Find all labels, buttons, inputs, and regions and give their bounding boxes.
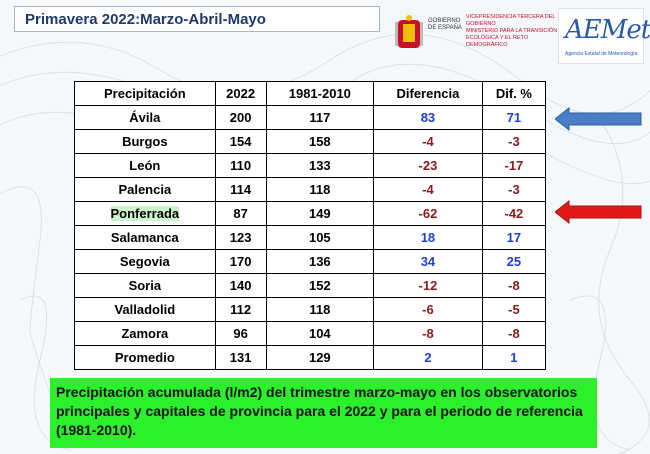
difference-percent-cell: -3	[481, 129, 547, 154]
precipitation-table: Precipitación 2022 1981-2010 Diferencia …	[74, 81, 547, 370]
column-header: Dif. %	[481, 81, 547, 106]
reference-value-cell: 149	[265, 201, 375, 226]
ministry-label: VICEPRESIDENCIA TERCERA DEL GOBIERNO MIN…	[466, 14, 558, 49]
difference-cell: 18	[373, 225, 483, 250]
station-cell: Soria	[74, 273, 216, 298]
difference-cell: -8	[373, 321, 483, 346]
difference-cell: -62	[373, 201, 483, 226]
difference-percent-cell: -42	[481, 201, 547, 226]
value-2022-cell: 170	[214, 249, 267, 274]
difference-percent-cell: 1	[481, 345, 547, 370]
value-2022-cell: 154	[214, 129, 267, 154]
reference-value-cell: 118	[265, 177, 375, 202]
value-2022-cell: 96	[214, 321, 267, 346]
ministry-line-2: MINISTERIO PARA LA TRANSICIÓN ECOLÓGICA …	[466, 28, 558, 48]
difference-cell: -12	[373, 273, 483, 298]
value-2022-cell: 110	[214, 153, 267, 178]
difference-cell: -23	[373, 153, 483, 178]
difference-cell: 83	[373, 105, 483, 130]
table-row: Ávila 200 117 83 71	[74, 105, 547, 130]
red-arrow-icon	[555, 200, 642, 224]
column-header: 1981-2010	[265, 81, 375, 106]
ministry-line-1: VICEPRESIDENCIA TERCERA DEL GOBIERNO	[466, 14, 556, 27]
station-cell: Ávila	[74, 105, 216, 130]
table-row: Segovia 170 136 34 25	[74, 249, 547, 274]
table-row: Salamanca 123 105 18 17	[74, 225, 547, 250]
difference-cell: 2	[373, 345, 483, 370]
caption-note: Precipitación acumulada (l/m2) del trime…	[50, 378, 597, 448]
difference-percent-cell: -8	[481, 273, 547, 298]
reference-value-cell: 105	[265, 225, 375, 250]
difference-percent-cell: -17	[481, 153, 547, 178]
table-body: Ávila 200 117 83 71 Burgos 154 158 -4 -3 León 110 13…	[74, 105, 547, 370]
blue-arrow-icon	[555, 107, 642, 131]
value-2022-cell: 87	[214, 201, 267, 226]
difference-percent-cell: -8	[481, 321, 547, 346]
aemet-logo: AEMet Agencia Estatal de Meteorología	[558, 8, 650, 64]
station-cell: Segovia	[74, 249, 216, 274]
reference-value-cell: 118	[265, 297, 375, 322]
difference-percent-cell: -5	[481, 297, 547, 322]
table-row: Promedio 131 129 2 1	[74, 345, 547, 370]
table-row: Palencia 114 118 -4 -3	[74, 177, 547, 202]
difference-percent-cell: -3	[481, 177, 547, 202]
station-cell: Palencia	[74, 177, 216, 202]
station-cell: Ponferrada	[74, 201, 216, 226]
spanish-government-logo: GOBIERNO DE ESPAÑA VICEPRESIDENCIA TERCE…	[388, 8, 558, 64]
station-label: Ponferrada	[110, 206, 180, 221]
value-2022-cell: 200	[214, 105, 267, 130]
table-row: Burgos 154 158 -4 -3	[74, 129, 547, 154]
table-row: Zamora 96 104 -8 -8	[74, 321, 547, 346]
reference-value-cell: 129	[265, 345, 375, 370]
difference-percent-cell: 25	[481, 249, 547, 274]
coat-of-arms-icon	[395, 15, 423, 48]
aemet-logo-mark: AEMet	[565, 15, 650, 45]
table-header-row: Precipitación 2022 1981-2010 Diferencia …	[74, 81, 547, 106]
difference-cell: 34	[373, 249, 483, 274]
reference-value-cell: 133	[265, 153, 375, 178]
value-2022-cell: 123	[214, 225, 267, 250]
reference-value-cell: 152	[265, 273, 375, 298]
reference-value-cell: 158	[265, 129, 375, 154]
page-title: Primavera 2022:Marzo-Abril-Mayo	[25, 11, 266, 28]
value-2022-cell: 140	[214, 273, 267, 298]
station-cell: Valladolid	[74, 297, 216, 322]
table-row: Valladolid 112 118 -6 -5	[74, 297, 547, 322]
value-2022-cell: 114	[214, 177, 267, 202]
station-cell: Zamora	[74, 321, 216, 346]
reference-value-cell: 104	[265, 321, 375, 346]
value-2022-cell: 112	[214, 297, 267, 322]
difference-percent-cell: 17	[481, 225, 547, 250]
table-row: León 110 133 -23 -17	[74, 153, 547, 178]
station-cell: Salamanca	[74, 225, 216, 250]
difference-cell: -6	[373, 297, 483, 322]
reference-value-cell: 136	[265, 249, 375, 274]
difference-cell: -4	[373, 129, 483, 154]
difference-cell: -4	[373, 177, 483, 202]
aemet-logo-subtitle: Agencia Estatal de Meteorología	[565, 51, 638, 57]
government-label: GOBIERNO DE ESPAÑA	[428, 18, 462, 31]
station-cell: Promedio	[74, 345, 216, 370]
value-2022-cell: 131	[214, 345, 267, 370]
station-cell: León	[74, 153, 216, 178]
column-header: Diferencia	[373, 81, 483, 106]
difference-percent-cell: 71	[481, 105, 547, 130]
station-cell: Burgos	[74, 129, 216, 154]
reference-value-cell: 117	[265, 105, 375, 130]
title-box: Primavera 2022:Marzo-Abril-Mayo	[14, 6, 380, 32]
table-row: Ponferrada 87 149 -62 -42	[74, 201, 547, 226]
column-header: Precipitación	[74, 81, 216, 106]
table-row: Soria 140 152 -12 -8	[74, 273, 547, 298]
column-header: 2022	[214, 81, 267, 106]
